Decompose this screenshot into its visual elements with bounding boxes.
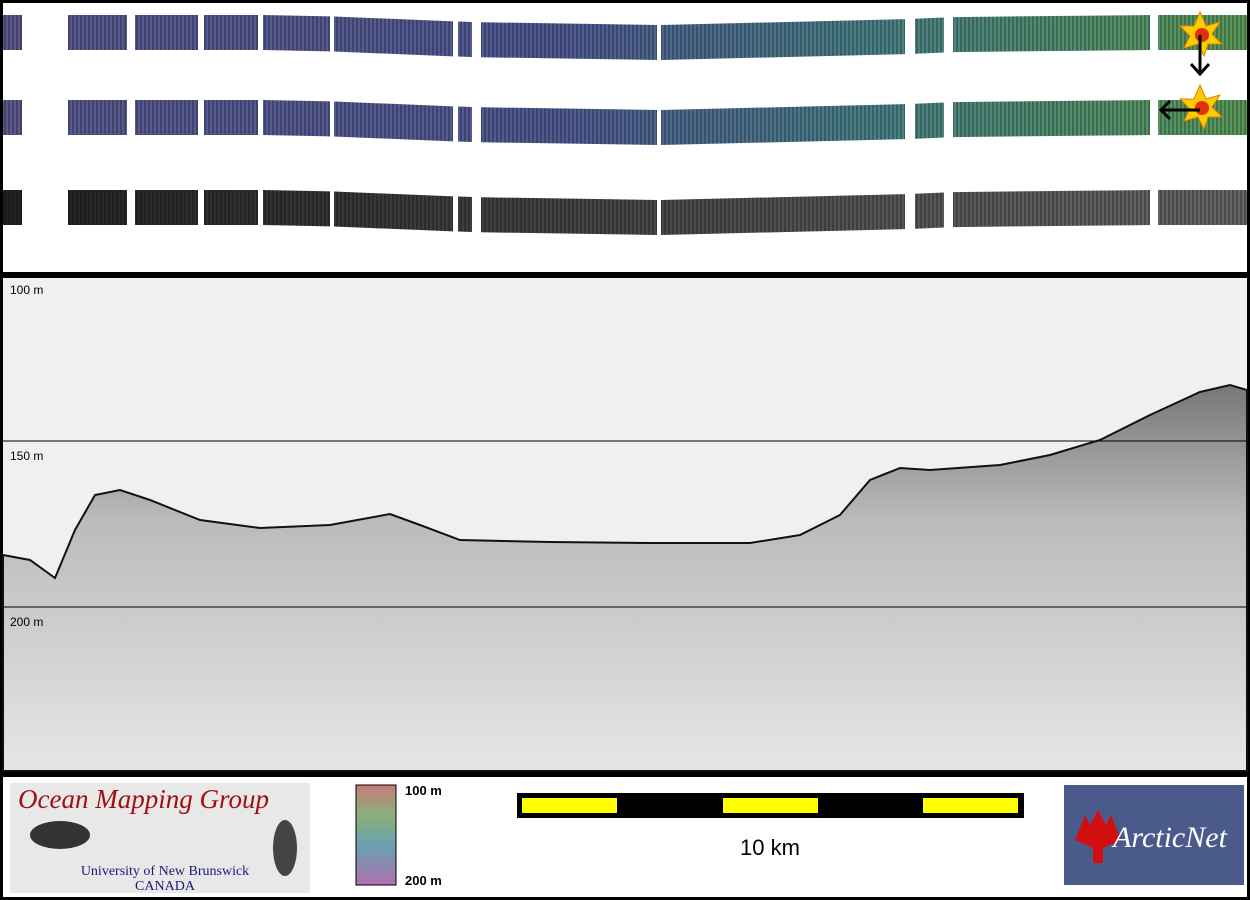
- swath-segment: [661, 19, 905, 60]
- swath-segment: [481, 197, 657, 235]
- swath-segment: [458, 106, 472, 142]
- swath-segment: [953, 15, 1150, 53]
- swath-segment: [953, 190, 1150, 228]
- depth-label: 200 m: [10, 615, 43, 629]
- swath-segment: [3, 100, 22, 135]
- sun-icon: [1178, 10, 1224, 77]
- swath-segment: [3, 190, 22, 225]
- swath-segment: [481, 22, 657, 60]
- swath-segment: [458, 21, 472, 57]
- swath-segment: [915, 102, 944, 139]
- country: CANADA: [135, 879, 196, 894]
- arcticnet-logo: ArcticNet: [1064, 785, 1244, 885]
- swath-segment: [204, 100, 258, 135]
- swath-segment: [263, 15, 330, 52]
- swath-segment: [263, 100, 330, 137]
- swath-segment: [458, 196, 472, 232]
- swath-segment: [661, 104, 905, 145]
- swath-segment: [135, 100, 198, 135]
- colorbar-label: 200 m: [405, 873, 442, 888]
- colorbar: [355, 784, 397, 886]
- scale-label: 10 km: [740, 835, 800, 860]
- swath-strips: [3, 15, 1247, 235]
- university: University of New Brunswick: [81, 864, 249, 879]
- sun-icon: [1158, 83, 1224, 131]
- swath-segment: [263, 190, 330, 227]
- scale-bar: [517, 793, 1024, 818]
- depth-label: 100 m: [10, 283, 43, 297]
- swath-segment: [68, 15, 127, 50]
- swath-segment: [915, 192, 944, 229]
- swath-segment: [68, 190, 127, 225]
- swath-segment: [334, 101, 453, 142]
- group-title: Ocean Mapping Group: [18, 784, 269, 814]
- swath-segment: [204, 15, 258, 50]
- swath-segment: [1158, 190, 1247, 225]
- swath-segment: [953, 100, 1150, 138]
- seabed-profile: [2, 383, 1248, 772]
- swath-segment: [68, 100, 127, 135]
- swath-segment: [135, 15, 198, 50]
- swath-segment: [204, 190, 258, 225]
- swath-segment: [135, 190, 198, 225]
- swath-segment: [915, 17, 944, 54]
- swath-segment: [481, 107, 657, 145]
- swath-segment: [3, 15, 22, 50]
- partner: ArcticNet: [1111, 821, 1228, 854]
- ocean-mapping-logo: Ocean Mapping Group University of New Br…: [10, 783, 310, 894]
- swath-segment: [334, 16, 453, 57]
- swath-segment: [661, 194, 905, 235]
- swath-segment: [334, 191, 453, 232]
- depth-label: 150 m: [10, 449, 43, 463]
- colorbar-label: 100 m: [405, 783, 442, 798]
